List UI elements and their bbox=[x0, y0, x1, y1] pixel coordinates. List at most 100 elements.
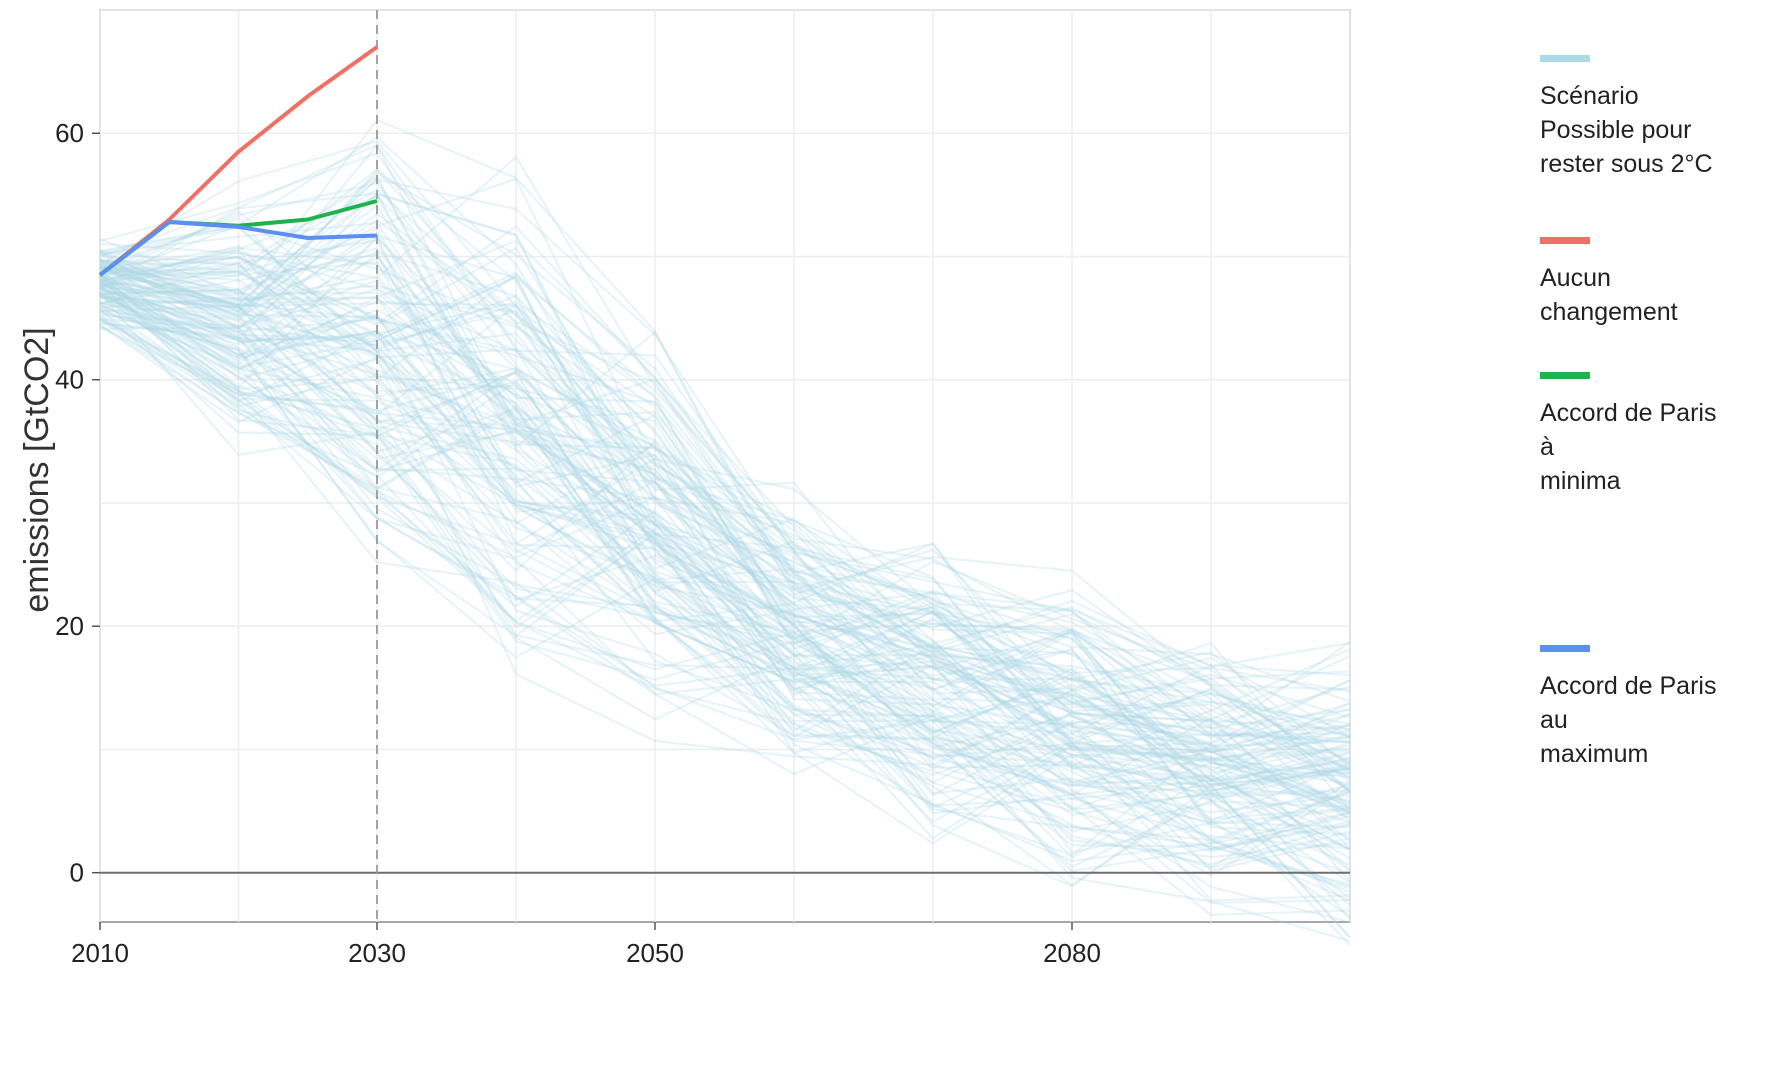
scenario-trajectory bbox=[99, 323, 1351, 917]
legend-item-paris-max: Accord de Paris au maximum bbox=[1540, 645, 1768, 771]
scenario-trajectory bbox=[99, 178, 1351, 703]
y-tick-label: 0 bbox=[70, 858, 84, 888]
scenario-trajectory bbox=[99, 274, 1351, 826]
scenario-trajectory bbox=[99, 193, 1351, 796]
scenario-trajectory bbox=[99, 253, 1351, 748]
scenario-trajectory bbox=[99, 321, 1351, 854]
scenario-trajectory bbox=[99, 288, 1351, 738]
scenario-trajectory bbox=[99, 269, 1351, 745]
scenario-trajectory bbox=[99, 317, 1351, 904]
legend-item-no-change: Aucun changement bbox=[1540, 237, 1768, 330]
scenario-trajectory bbox=[99, 271, 1351, 753]
legend-label-no-change: Aucun changement bbox=[1540, 264, 1678, 326]
legend-item-scenario: Scénario Possible pour rester sous 2°C bbox=[1540, 55, 1768, 181]
legend-swatch-paris-max bbox=[1540, 645, 1590, 652]
scenario-trajectory bbox=[99, 260, 1351, 770]
scenario-trajectory bbox=[99, 248, 1351, 820]
scenario-trajectory bbox=[99, 261, 1351, 736]
scenario-trajectory bbox=[99, 287, 1351, 906]
x-tick-label: 2050 bbox=[626, 938, 684, 968]
legend-label-scenario: Scénario Possible pour rester sous 2°C bbox=[1540, 82, 1713, 178]
scenario-trajectory bbox=[99, 305, 1351, 798]
scenario-trajectory bbox=[99, 234, 1351, 851]
scenario-trajectory bbox=[99, 301, 1351, 902]
x-tick-label: 2080 bbox=[1043, 938, 1101, 968]
scenario-trajectory bbox=[99, 234, 1351, 755]
scenario-trajectory bbox=[99, 258, 1351, 785]
scenario-trajectory bbox=[99, 261, 1351, 786]
x-axis-ticks: 2010 2030 2050 2080 bbox=[71, 922, 1101, 968]
y-tick-label: 20 bbox=[55, 611, 84, 641]
scenario-trajectory bbox=[99, 176, 1351, 783]
scenario-trajectory bbox=[99, 308, 1351, 902]
scenario-trajectory bbox=[99, 326, 1351, 851]
scenario-trajectory bbox=[99, 274, 1351, 802]
series-lines bbox=[98, 45, 379, 277]
legend-label-paris-max: Accord de Paris au maximum bbox=[1540, 672, 1717, 768]
scenario-trajectory bbox=[99, 275, 1351, 815]
scenario-trajectory bbox=[99, 255, 1351, 775]
scenario-trajectory bbox=[99, 294, 1351, 863]
scenario-trajectory bbox=[99, 293, 1351, 794]
y-axis-ticks: 0 20 40 60 bbox=[55, 118, 100, 888]
scenario-trajectory bbox=[99, 244, 1351, 803]
scenario-trajectory bbox=[99, 118, 1351, 712]
scenario-trajectory bbox=[99, 224, 1351, 743]
scenario-trajectory bbox=[99, 182, 1351, 766]
y-axis-label: emissions [GtCO2] bbox=[18, 327, 56, 612]
scenario-trajectory bbox=[99, 314, 1351, 802]
scenario-trajectory bbox=[99, 168, 1351, 763]
scenario-trajectory bbox=[99, 279, 1351, 806]
scenario-trajectory bbox=[99, 263, 1351, 781]
scenario-trajectory bbox=[99, 302, 1351, 772]
scenario-trajectory bbox=[99, 296, 1351, 869]
scenario-trajectory bbox=[99, 221, 1351, 693]
scenario-trajectory bbox=[99, 250, 1351, 719]
scenario-trajectory bbox=[99, 293, 1351, 920]
scenario-trajectory bbox=[99, 294, 1351, 899]
scenario-trajectory bbox=[99, 273, 1351, 730]
scenario-trajectory bbox=[99, 264, 1351, 731]
scenario-trajectory bbox=[99, 322, 1351, 939]
scenario-trajectory bbox=[99, 239, 1351, 744]
scenario-trajectory bbox=[99, 283, 1351, 886]
scenario-trajectory bbox=[99, 296, 1351, 840]
plot-background bbox=[99, 9, 1351, 923]
scenario-trajectory bbox=[99, 308, 1351, 850]
scenario-trajectory bbox=[99, 136, 1351, 769]
scenario-trajectory bbox=[99, 263, 1351, 739]
scenario-trajectory bbox=[99, 294, 1351, 793]
scenario-band bbox=[99, 118, 1351, 947]
scenario-trajectory bbox=[99, 280, 1351, 793]
series-line-paris-max bbox=[98, 220, 378, 277]
scenario-trajectory bbox=[99, 275, 1351, 787]
scenario-trajectory bbox=[99, 195, 1351, 727]
scenario-trajectory bbox=[99, 143, 1351, 731]
scenario-trajectory bbox=[99, 274, 1351, 762]
scenario-trajectory bbox=[99, 284, 1351, 875]
scenario-trajectory bbox=[99, 260, 1351, 783]
scenario-trajectory bbox=[99, 281, 1351, 814]
scenario-trajectory bbox=[99, 279, 1351, 873]
scenario-trajectory bbox=[99, 276, 1351, 780]
scenario-trajectory bbox=[99, 287, 1351, 829]
scenario-trajectory bbox=[99, 171, 1351, 773]
legend-label-paris-min: Accord de Paris à minima bbox=[1540, 399, 1717, 495]
scenario-trajectory bbox=[99, 280, 1351, 740]
scenario-trajectory bbox=[99, 280, 1351, 859]
scenario-trajectory bbox=[99, 226, 1351, 808]
legend-swatch-paris-min bbox=[1540, 372, 1590, 379]
scenario-trajectory bbox=[99, 287, 1351, 850]
scenario-trajectory bbox=[99, 143, 1351, 721]
legend: Scénario Possible pour rester sous 2°C A… bbox=[1540, 0, 1768, 1089]
scenario-trajectory bbox=[99, 218, 1351, 772]
scenario-trajectory bbox=[99, 239, 1351, 811]
scenario-trajectory bbox=[99, 290, 1351, 793]
scenario-trajectory bbox=[99, 309, 1351, 947]
scenario-trajectory bbox=[99, 192, 1351, 691]
scenario-trajectory bbox=[99, 291, 1351, 795]
scenario-trajectory bbox=[99, 281, 1351, 824]
x-tick-label: 2030 bbox=[348, 938, 406, 968]
scenario-trajectory bbox=[99, 256, 1351, 725]
scenario-trajectory bbox=[99, 304, 1351, 887]
